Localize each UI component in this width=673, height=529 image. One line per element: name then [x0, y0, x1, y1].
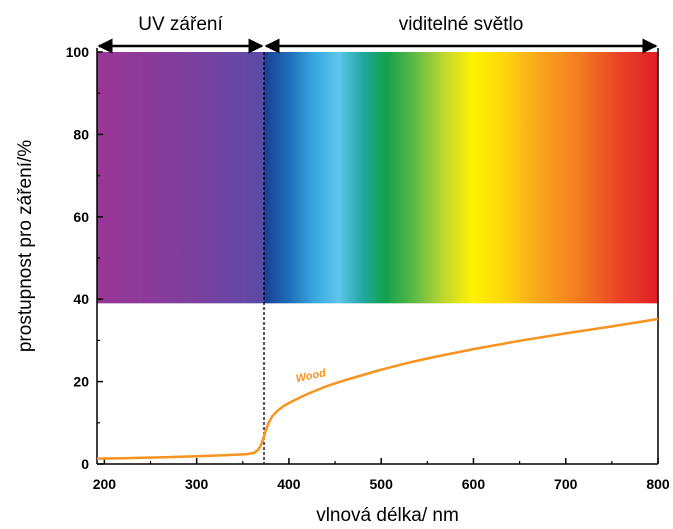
- y-tick-label: 80: [73, 126, 89, 142]
- y-tick-label: 100: [66, 44, 90, 60]
- y-tick-label: 60: [73, 209, 89, 225]
- x-axis-title: vlnová délka/ nm: [316, 505, 459, 526]
- uv-spectrum-band: [97, 52, 265, 304]
- y-tick-label: 40: [73, 291, 89, 307]
- x-tick-label: 700: [554, 476, 578, 492]
- x-tick-label: 400: [277, 476, 301, 492]
- visible-region-label: viditelné světlo: [399, 14, 524, 35]
- y-tick-label: 0: [81, 456, 89, 472]
- axes: 0 20 40 60 80 100 200 300 400 500 600 700 800: [66, 44, 670, 492]
- uv-region-label: UV záření: [138, 14, 223, 35]
- y-tick-label: 20: [73, 374, 89, 390]
- y-axis-title: prostupnost pro záření/%: [15, 140, 36, 352]
- x-tick-label: 200: [93, 476, 117, 492]
- wood-transmittance-line: [96, 317, 659, 460]
- x-tick-label: 600: [462, 476, 486, 492]
- wood-series-label: Wood: [295, 367, 327, 385]
- visible-spectrum-band: [264, 52, 658, 304]
- x-tick-label: 300: [185, 476, 209, 492]
- x-tick-label: 800: [646, 476, 670, 492]
- x-tick-label: 500: [370, 476, 394, 492]
